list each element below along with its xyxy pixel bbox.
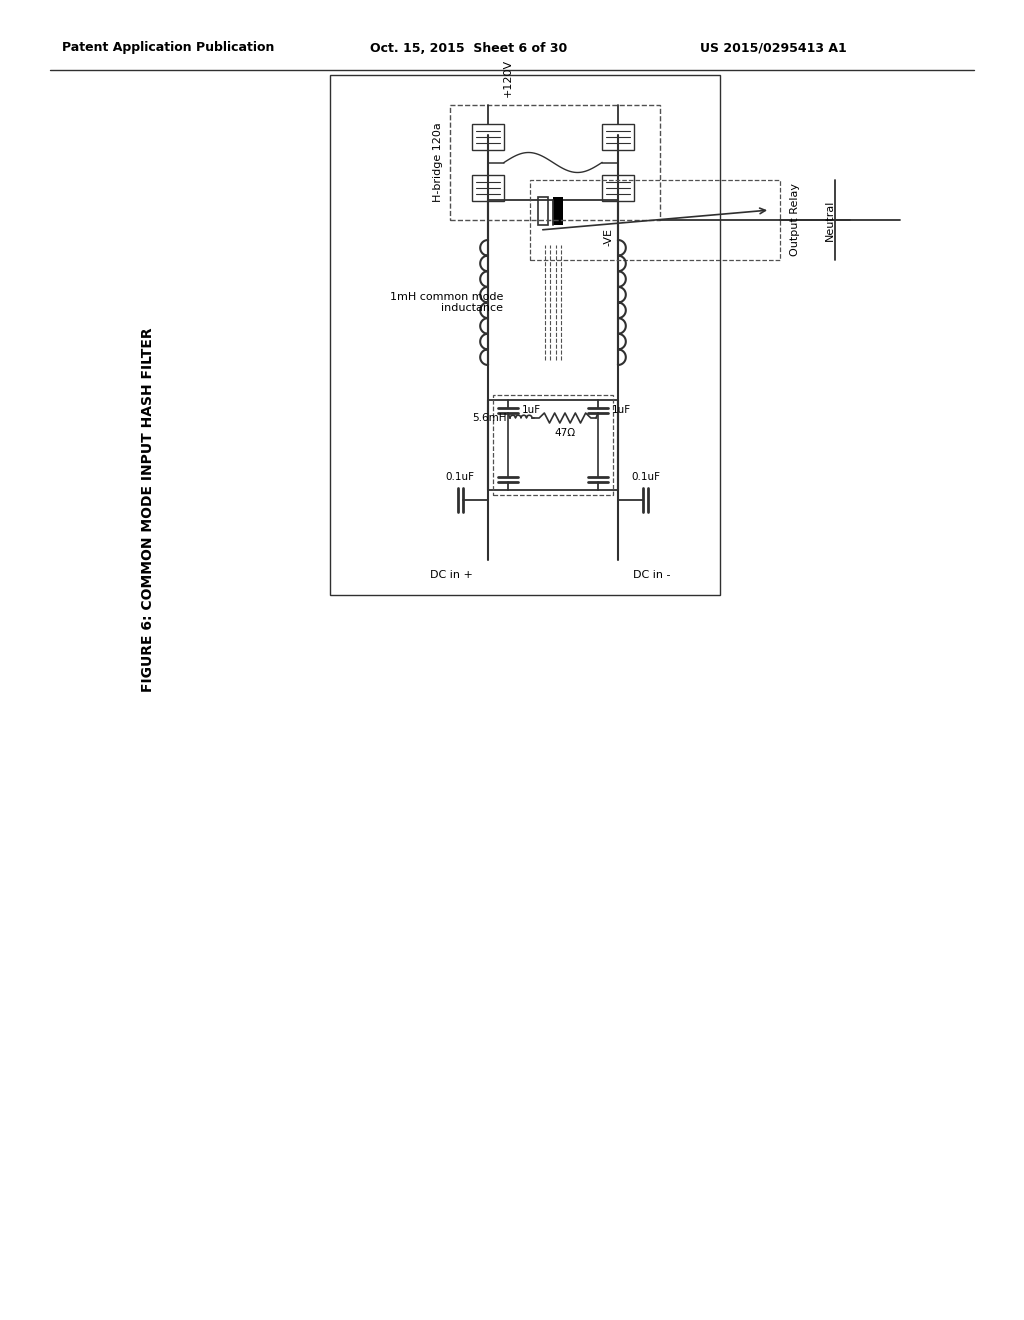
Text: H-bridge 120a: H-bridge 120a bbox=[433, 123, 443, 202]
Text: 0.1uF: 0.1uF bbox=[632, 473, 660, 482]
Text: Neutral: Neutral bbox=[825, 199, 835, 240]
Bar bbox=[472, 124, 504, 150]
Bar bbox=[602, 124, 634, 150]
Text: DC in +: DC in + bbox=[430, 570, 473, 579]
Text: 47Ω: 47Ω bbox=[554, 428, 575, 438]
Text: Output Relay: Output Relay bbox=[790, 183, 800, 256]
Text: 5.6mH: 5.6mH bbox=[472, 413, 507, 422]
Text: FIGURE 6: COMMON MODE INPUT HASH FILTER: FIGURE 6: COMMON MODE INPUT HASH FILTER bbox=[141, 327, 155, 692]
Bar bbox=[553, 197, 563, 224]
Text: +120V: +120V bbox=[503, 59, 513, 96]
Bar bbox=[472, 174, 504, 201]
Bar bbox=[530, 180, 780, 260]
Bar bbox=[493, 395, 613, 495]
Text: 1uF: 1uF bbox=[612, 405, 631, 414]
Bar bbox=[450, 106, 660, 220]
Text: 1uF: 1uF bbox=[522, 405, 541, 414]
Text: 0.1uF: 0.1uF bbox=[445, 473, 474, 482]
Text: US 2015/0295413 A1: US 2015/0295413 A1 bbox=[700, 41, 847, 54]
Text: DC in -: DC in - bbox=[633, 570, 671, 579]
Text: 1mH common mode
inductance: 1mH common mode inductance bbox=[389, 292, 503, 313]
Text: Patent Application Publication: Patent Application Publication bbox=[62, 41, 274, 54]
Bar bbox=[330, 75, 720, 595]
Bar bbox=[538, 197, 548, 224]
Bar bbox=[602, 174, 634, 201]
Text: Oct. 15, 2015  Sheet 6 of 30: Oct. 15, 2015 Sheet 6 of 30 bbox=[370, 41, 567, 54]
Text: -VE: -VE bbox=[603, 228, 613, 246]
